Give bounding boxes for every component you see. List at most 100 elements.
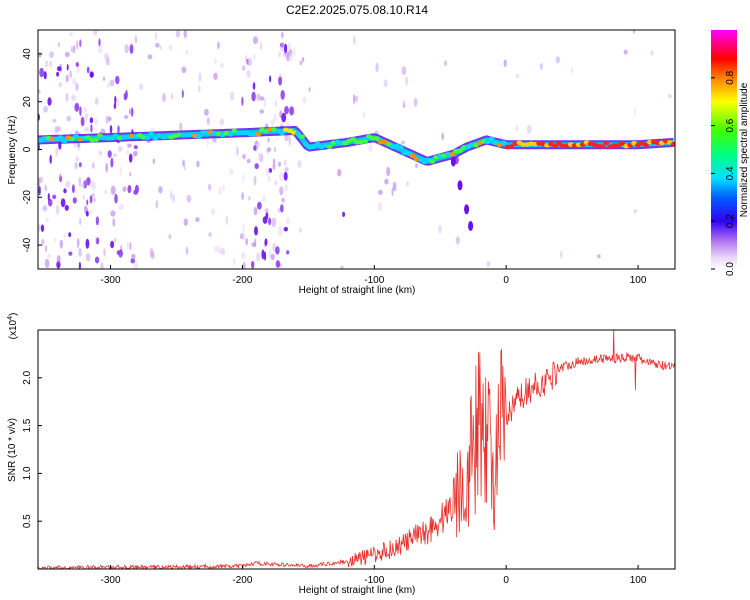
spectrogram-ridge-point xyxy=(670,142,675,147)
spectrogram-noise-point xyxy=(104,52,109,61)
spectrogram-ridge-point xyxy=(279,130,285,136)
spectrogram-noise-point xyxy=(253,53,256,61)
spectrogram-noise-point xyxy=(110,185,116,195)
spectrogram-noise-point xyxy=(413,97,418,107)
spectrogram-noise-point xyxy=(129,242,132,251)
spectrogram-noise-point xyxy=(152,158,156,164)
spectrogram-noise-point xyxy=(242,173,245,182)
snr-x-tick-label: -100 xyxy=(364,575,384,586)
spectrogram-noise-point xyxy=(285,217,290,225)
spectrogram-noise-point xyxy=(288,135,291,146)
spectrogram-noise-point xyxy=(182,159,185,167)
spectrogram-noise-point xyxy=(246,158,251,164)
spectrogram-noise-point xyxy=(45,218,49,223)
spectrogram-noise-point xyxy=(217,244,221,255)
spectrogram-noise-point xyxy=(275,246,280,255)
spectrogram-noise-point xyxy=(443,60,448,67)
spectrogram-noise-point xyxy=(257,142,261,148)
spectrogram-noise-point xyxy=(58,81,63,88)
spectrogram-noise-point xyxy=(42,205,48,212)
spectrogram-ridge-point xyxy=(362,139,369,144)
spectrogram-noise-point xyxy=(206,138,209,148)
spectrogram-noise-point xyxy=(526,124,532,134)
spectrogram-noise-point xyxy=(634,107,637,116)
spectrogram-noise-point xyxy=(79,106,82,116)
colorbar-label: Normalized spectral amplitude xyxy=(739,82,750,217)
spectrogram-noise-point xyxy=(253,145,257,151)
spectrogram-noise-point xyxy=(75,62,80,67)
colorbar-tick-label: 0.4 xyxy=(725,166,736,180)
spectrogram-noise-point xyxy=(278,161,281,167)
spectrogram-noise-point xyxy=(337,168,342,177)
spectrogram-ridge-point xyxy=(61,138,68,144)
spectrogram-ridge-point xyxy=(227,132,234,137)
spectrogram-noise-point xyxy=(112,153,118,158)
spectrogram-noise-point xyxy=(82,194,85,201)
spectrogram-branch-point xyxy=(468,221,474,231)
spectrogram-noise-point xyxy=(133,150,138,157)
spectrogram-noise-point xyxy=(52,194,57,200)
spectrogram-noise-point xyxy=(384,178,389,185)
spectrogram-noise-point xyxy=(95,96,98,103)
figure-title: C2E2.2025.075.08.10.R14 xyxy=(286,3,428,17)
spectrogram-noise-point xyxy=(233,257,236,266)
spectrogram-noise-point xyxy=(268,168,273,173)
spectrogram-noise-point xyxy=(81,183,85,189)
spectrogram-noise-point xyxy=(130,258,136,264)
spectrogram-noise-point xyxy=(280,204,284,213)
spectrogram-ridge-point xyxy=(73,134,80,139)
spectrogram-noise-point xyxy=(169,190,173,200)
spectrogram-noise-point xyxy=(219,118,225,126)
colorbar-tick-label: 0.2 xyxy=(725,214,736,228)
spectrogram-xlabel: Height of straight line (km) xyxy=(299,285,416,296)
spectrogram-noise-point xyxy=(222,184,225,192)
spectrogram-noise-point xyxy=(220,247,226,255)
spectrogram-ridge-point xyxy=(144,135,151,141)
spectrogram-noise-point xyxy=(274,180,278,186)
spectrogram-noise-point xyxy=(406,181,409,187)
spectrogram-ridge-point xyxy=(449,152,456,157)
spectrogram-noise-point xyxy=(342,211,346,217)
spectrogram-noise-point xyxy=(69,70,73,78)
snr-series-line xyxy=(38,330,675,569)
spectrogram-ridge-point xyxy=(484,139,491,144)
spectrogram-noise-point xyxy=(264,208,269,214)
snr-marks xyxy=(38,330,675,569)
spectrogram-noise-point xyxy=(623,49,628,55)
spectrogram-noise-point xyxy=(128,108,132,115)
spectrogram-noise-point xyxy=(252,82,256,91)
spectrogram-branch-point xyxy=(464,204,470,215)
spectrogram-noise-point xyxy=(267,137,270,143)
spectrogram-ridge-point xyxy=(508,144,515,149)
spectrogram-noise-point xyxy=(79,39,82,48)
spectrogram-noise-point xyxy=(66,115,72,122)
spectrogram-noise-point xyxy=(539,63,543,70)
spectrogram-ridge-point xyxy=(603,140,610,146)
spectrogram-noise-point xyxy=(38,224,41,234)
spectrogram-ridge-point xyxy=(108,136,115,141)
spectrogram-noise-point xyxy=(298,227,302,233)
spectrogram-noise-point xyxy=(150,128,155,133)
spectrogram-noise-point xyxy=(60,198,66,208)
spectrogram-noise-point xyxy=(38,89,41,94)
spectrogram-noise-point xyxy=(280,41,285,52)
spectrogram-noise-point xyxy=(133,145,138,150)
colorbar: 0.0 0.2 0.4 0.6 0.8 Normalized spectral ampl… xyxy=(711,30,750,276)
spectrogram-noise-point xyxy=(147,54,153,60)
snr-panel: -300 -200 -100 0 100 0.5 1.0 1.5 2.0 Height of … xyxy=(7,313,676,596)
spectrogram-y-tick-label: -40 xyxy=(22,237,33,252)
spectrogram-noise-point xyxy=(650,50,654,56)
spectrogram-noise-point xyxy=(251,260,255,269)
spectrogram-noise-point xyxy=(257,152,261,162)
spectrogram-noise-point xyxy=(281,112,287,123)
spectrogram-noise-point xyxy=(253,175,257,186)
spectrogram-noise-point xyxy=(55,205,60,215)
spectrogram-noise-point xyxy=(57,66,62,72)
spectrogram-noise-point xyxy=(73,44,76,54)
spectrogram-noise-point xyxy=(91,181,97,191)
spectrogram-noise-point xyxy=(44,60,49,68)
spectrogram-noise-point xyxy=(107,150,112,158)
spectrogram-noise-point xyxy=(181,66,187,74)
spectrogram-noise-point xyxy=(68,232,72,238)
snr-y-tick-label: 1.0 xyxy=(22,466,33,480)
